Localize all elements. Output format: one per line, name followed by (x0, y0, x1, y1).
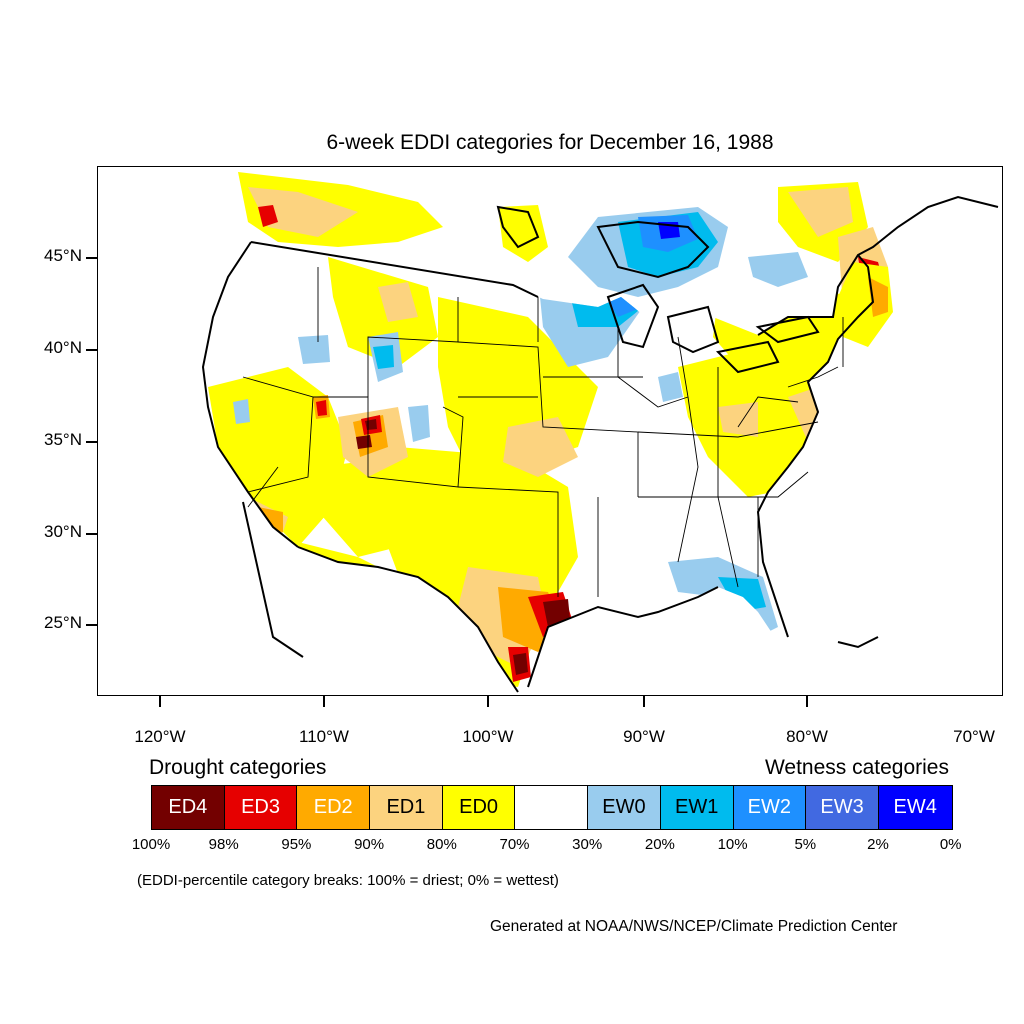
lon-tick (643, 696, 645, 707)
legend-swatch-normal (515, 786, 589, 829)
lat-label: 25°N (44, 613, 82, 632)
legend-swatch-ew1: EW1 (660, 786, 734, 829)
legend-break-label: 0% (939, 836, 962, 853)
category-note: (EDDI-percentile category breaks: 100% =… (137, 872, 559, 889)
lat-label: 40°N (44, 338, 82, 357)
legend-break-label: 95% (281, 836, 312, 853)
legend-break-label: 2% (867, 836, 889, 853)
legend-swatch-ed2: ED2 (297, 786, 371, 829)
map-panel (97, 166, 1003, 696)
legend-swatch-ed3: ED3 (224, 786, 298, 829)
state-borders (242, 267, 844, 597)
lon-label: 110°W (299, 727, 349, 746)
lat-tick (86, 349, 97, 351)
coastlines (201, 195, 999, 693)
lon-tick (487, 696, 489, 707)
lon-label: 100°W (462, 727, 514, 746)
drought-heading: Drought categories (149, 756, 327, 779)
lat-tick (86, 533, 97, 535)
lon-label: 90°W (623, 727, 665, 746)
legend-swatch-ew0: EW0 (588, 786, 661, 829)
lat-label: 45°N (44, 246, 82, 265)
map-title: 6-week EDDI categories for December 16, … (326, 131, 774, 154)
legend-swatch-ew3: EW3 (806, 786, 879, 829)
legend-break-label: 30% (572, 836, 603, 853)
legend-break-label: 80% (426, 836, 457, 853)
legend-break-label: 20% (644, 836, 675, 853)
lon-tick (806, 696, 808, 707)
lat-tick (86, 257, 97, 259)
legend-swatch-ew4: EW4 (878, 786, 952, 829)
legend-break-label: 100% (131, 836, 171, 853)
lon-label: 70°W (953, 727, 995, 746)
legend-break-label: 70% (499, 836, 530, 853)
legend-colorbar: ED4 ED3 ED2 ED1 ED0 EW0 EW1 EW2 EW3 EW4 (151, 785, 953, 830)
legend-swatch-ew2: EW2 (733, 786, 807, 829)
lat-label: 35°N (44, 430, 82, 449)
legend-break-label: 90% (354, 836, 385, 853)
legend-swatch-ed0: ED0 (442, 786, 516, 829)
lon-tick (323, 696, 325, 707)
lat-label: 30°N (44, 522, 82, 541)
legend-swatch-ed4: ED4 (152, 786, 225, 829)
lat-tick (86, 624, 97, 626)
wetness-heading: Wetness categories (764, 756, 949, 779)
legend-break-label: 10% (717, 836, 748, 853)
lat-tick (86, 441, 97, 443)
lon-tick (159, 696, 161, 707)
eddi-map (98, 167, 1002, 695)
legend-break-label: 98% (208, 836, 239, 853)
legend-break-label: 5% (794, 836, 817, 853)
lon-label: 80°W (786, 727, 828, 746)
legend-swatch-ed1: ED1 (370, 786, 443, 829)
lon-label: 120°W (134, 727, 186, 746)
credit-line: Generated at NOAA/NWS/NCEP/Climate Predi… (490, 918, 898, 935)
